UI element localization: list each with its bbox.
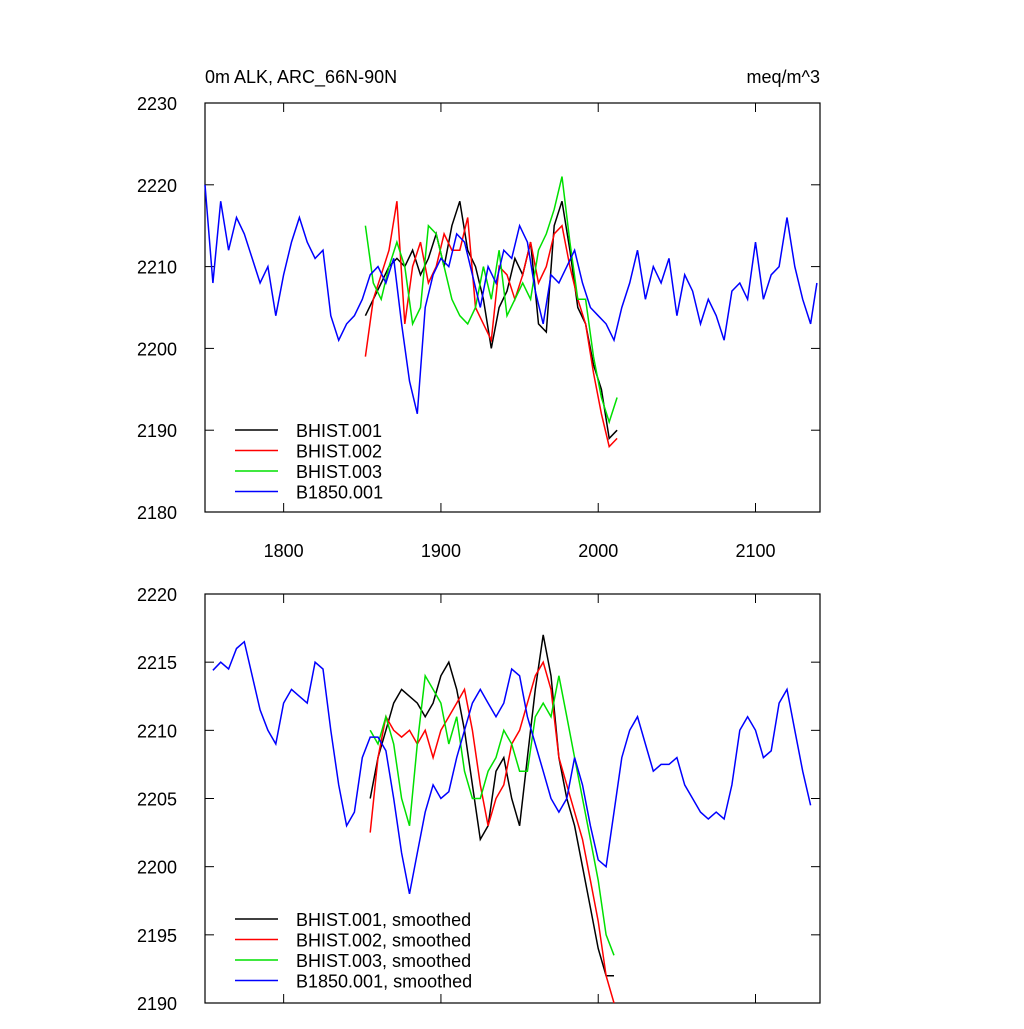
legend-label: BHIST.002 (296, 442, 382, 462)
y-tick-label: 2200 (137, 858, 177, 878)
y-tick-label: 2180 (137, 503, 177, 523)
legend-label: B1850.001, smoothed (296, 972, 472, 992)
units-label: meq/m^3 (747, 67, 820, 87)
legend-label: BHIST.002, smoothed (296, 931, 471, 951)
x-tick-label: 2000 (578, 541, 618, 561)
legend-label: BHIST.003, smoothed (296, 951, 471, 971)
legend-label: BHIST.003 (296, 462, 382, 482)
y-tick-label: 2195 (137, 926, 177, 946)
legend-label: BHIST.001 (296, 421, 382, 441)
series-line (204, 184, 818, 414)
series-line (364, 200, 618, 441)
y-tick-label: 2230 (137, 94, 177, 114)
legend-label: B1850.001 (296, 483, 383, 503)
y-tick-label: 2215 (137, 653, 177, 673)
y-tick-label: 2190 (137, 421, 177, 441)
plot-frame (204, 102, 821, 513)
y-tick-label: 2220 (137, 585, 177, 605)
y-tick-label: 2220 (137, 176, 177, 196)
chart-title: 0m ALK, ARC_66N-90N (205, 67, 397, 88)
x-tick-label: 2100 (735, 541, 775, 561)
series-line (364, 201, 618, 449)
x-tick-label: 1800 (264, 541, 304, 561)
series-line (369, 634, 614, 977)
series-line (369, 660, 615, 1004)
series-line (369, 673, 615, 956)
y-tick-label: 2205 (137, 790, 177, 810)
y-tick-label: 2200 (137, 339, 177, 359)
y-tick-label: 2210 (137, 258, 177, 278)
legend-label: BHIST.001, smoothed (296, 910, 471, 930)
y-tick-label: 2190 (137, 994, 177, 1014)
x-tick-label: 1900 (421, 541, 461, 561)
series-line (364, 176, 618, 425)
series-line (212, 640, 812, 895)
y-tick-label: 2210 (137, 721, 177, 741)
